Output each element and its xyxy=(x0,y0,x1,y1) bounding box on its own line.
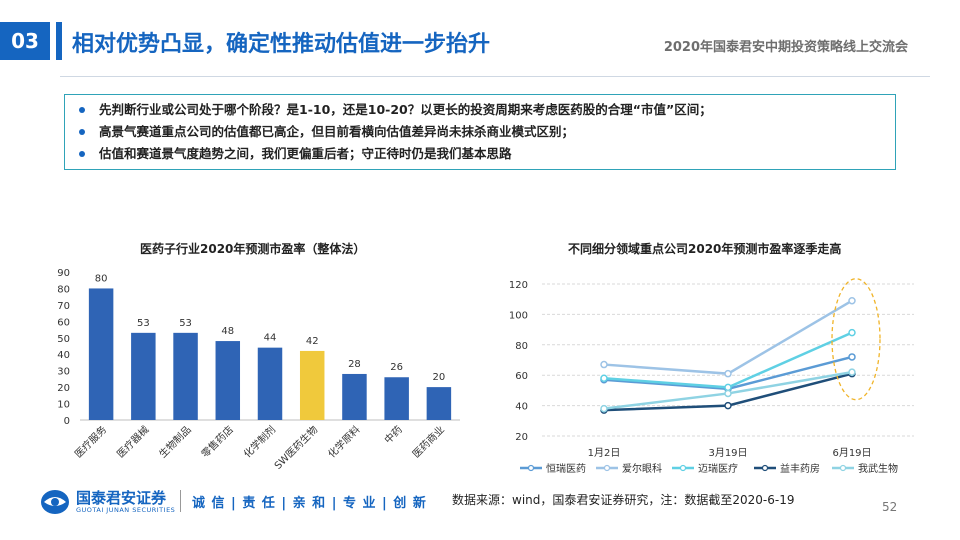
y-tick-label: 60 xyxy=(57,317,70,328)
bar xyxy=(215,341,241,420)
y-tick-label: 120 xyxy=(509,280,528,291)
data-point xyxy=(848,296,856,305)
x-tick-label: 3月19日 xyxy=(708,447,747,459)
key-points-box: 先判断行业或公司处于哪个阶段？是1-10，还是10-20？以更长的投资周期来考虑… xyxy=(64,94,896,170)
y-tick-label: 80 xyxy=(515,341,528,352)
bar xyxy=(88,288,114,420)
legend-marker xyxy=(679,464,687,472)
y-tick-label: 100 xyxy=(509,310,528,321)
logo-text-cn: 国泰君安证券 xyxy=(76,489,167,507)
legend-label: 爱尔眼科 xyxy=(622,462,662,475)
data-point xyxy=(600,404,608,413)
y-tick-label: 30 xyxy=(57,367,70,378)
bar xyxy=(257,347,283,420)
bar-value-label: 53 xyxy=(137,318,150,329)
bar-value-label: 80 xyxy=(95,273,108,284)
bar-chart: 0 10 20 30 40 50 60 70 80 90 80 医疗服务 53 医疗器械 53 生物制品 48 零… xyxy=(57,268,460,472)
footer-divider xyxy=(180,490,181,512)
bar xyxy=(299,350,325,420)
company-slogan: 诚 信 | 责 任 | 亲 和 | 专 业 | 创 新 xyxy=(192,496,427,511)
legend-label: 迈瑞医疗 xyxy=(698,462,738,475)
data-point xyxy=(724,389,732,398)
company-logo: 国泰君安证券 GUOTAI JUNAN SECURITIES xyxy=(40,486,210,518)
legend-label: 恒瑞医药 xyxy=(546,462,586,475)
data-point xyxy=(600,374,608,382)
category-label: 化学制剂 xyxy=(241,423,278,460)
legend-label: 益丰药房 xyxy=(780,462,820,475)
bar xyxy=(173,332,198,420)
title-accent-bar xyxy=(56,22,62,60)
y-tick-label: 80 xyxy=(57,284,70,295)
y-tick-label: 40 xyxy=(57,350,70,361)
bullet-point: 先判断行业或公司处于哪个阶段？是1-10，还是10-20？以更长的投资周期来考虑… xyxy=(79,99,881,121)
series-line xyxy=(603,299,853,375)
data-point xyxy=(724,401,732,410)
bar-chart-title: 医药子行业2020年预测市盈率（整体法） xyxy=(140,242,366,256)
category-label: 医疗器械 xyxy=(114,423,151,460)
bar-value-label: 44 xyxy=(264,333,277,344)
slide-title: 相对优势凸显，确定性推动估值进一步抬升 xyxy=(72,32,491,57)
y-tick-label: 20 xyxy=(515,432,528,443)
bar-value-label: 42 xyxy=(306,336,319,347)
highlight-ellipse xyxy=(831,278,881,401)
legend-marker xyxy=(527,464,535,472)
legend-marker xyxy=(839,464,847,472)
category-label: 医药商业 xyxy=(410,423,447,460)
logo-text-en: GUOTAI JUNAN SECURITIES xyxy=(76,506,176,514)
y-tick-label: 0 xyxy=(64,416,70,427)
section-number: 03 xyxy=(0,22,50,60)
y-tick-label: 70 xyxy=(57,301,70,312)
category-label: 中药 xyxy=(381,423,404,446)
category-label: 医疗服务 xyxy=(72,423,109,460)
y-tick-label: 10 xyxy=(57,400,70,411)
data-point xyxy=(848,353,856,361)
x-tick-label: 1月2日 xyxy=(588,447,621,459)
line-chart-title: 不同细分领域重点公司2020年预测市盈率逐季走高 xyxy=(568,242,842,256)
bullet-point: 高景气赛道重点公司的估值都已高企，但目前看横向估值差异尚未抹杀商业模式区别； xyxy=(79,121,881,143)
data-point xyxy=(848,328,856,337)
logo-mark-icon xyxy=(41,490,69,514)
bar-value-label: 26 xyxy=(390,362,403,373)
bar xyxy=(131,332,156,420)
y-tick-label: 50 xyxy=(57,334,70,345)
legend-marker xyxy=(603,464,611,472)
bar xyxy=(342,373,367,420)
bar-value-label: 20 xyxy=(433,372,446,383)
event-name: 2020年国泰君安中期投资策略线上交流会 xyxy=(663,40,908,55)
data-point xyxy=(724,383,732,392)
data-point xyxy=(724,369,732,378)
bar-value-label: 28 xyxy=(348,359,361,370)
y-tick-label: 20 xyxy=(57,383,70,394)
bar-value-label: 53 xyxy=(179,318,192,329)
bar xyxy=(426,387,452,420)
data-point xyxy=(600,360,608,369)
category-label: 化学原料 xyxy=(325,423,362,460)
y-tick-label: 90 xyxy=(57,268,70,279)
bar-value-label: 48 xyxy=(221,326,234,337)
category-label: 生物制品 xyxy=(156,423,193,460)
x-tick-label: 6月19日 xyxy=(832,447,871,459)
legend-marker xyxy=(761,464,769,472)
data-source-note: 数据来源：wind，国泰君安证券研究，注：数据截至2020-6-19 xyxy=(452,493,795,507)
data-point xyxy=(848,368,856,376)
header-divider xyxy=(60,76,930,77)
slide-header: 03 相对优势凸显，确定性推动估值进一步抬升 2020年国泰君安中期投资策略线上… xyxy=(0,14,960,77)
bar xyxy=(384,377,409,420)
legend-label: 我武生物 xyxy=(858,462,898,475)
page-number: 52 xyxy=(882,500,898,514)
category-label: 零售药店 xyxy=(198,423,235,460)
y-tick-label: 60 xyxy=(515,371,528,382)
y-tick-label: 40 xyxy=(515,402,528,413)
category-label: SW医药生物 xyxy=(271,423,320,472)
bullet-point: 估值和赛道景气度趋势之间，我们更偏重后者；守正待时仍是我们基本思路 xyxy=(79,143,881,165)
